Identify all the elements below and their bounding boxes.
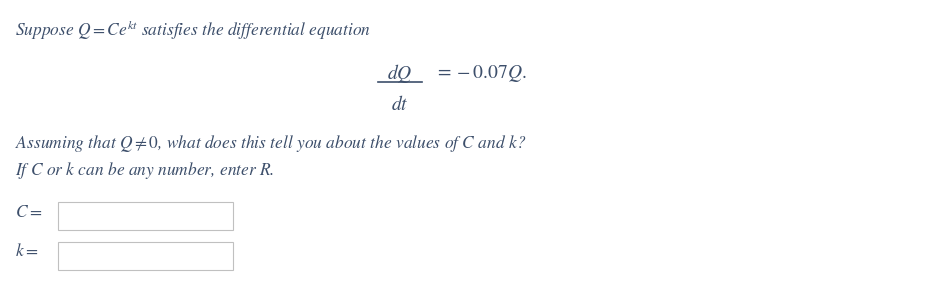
Text: $k =$: $k =$ xyxy=(15,243,38,261)
Text: $= -0.07Q.$: $= -0.07Q.$ xyxy=(434,63,526,83)
Text: $dQ$: $dQ$ xyxy=(387,62,412,85)
FancyBboxPatch shape xyxy=(58,202,233,230)
Text: $dt$: $dt$ xyxy=(391,95,408,114)
FancyBboxPatch shape xyxy=(58,242,233,270)
Text: Assuming that $Q \neq 0$, what does this tell you about the values of $C$ and $k: Assuming that $Q \neq 0$, what does this… xyxy=(15,133,525,154)
Text: Suppose $Q = Ce^{kt}$ satisfies the differential equation: Suppose $Q = Ce^{kt}$ satisfies the diff… xyxy=(15,18,370,41)
Text: $C =$: $C =$ xyxy=(15,205,42,221)
Text: If $C$ or $k$ can be any number, enter $R$.: If $C$ or $k$ can be any number, enter $… xyxy=(15,160,274,181)
